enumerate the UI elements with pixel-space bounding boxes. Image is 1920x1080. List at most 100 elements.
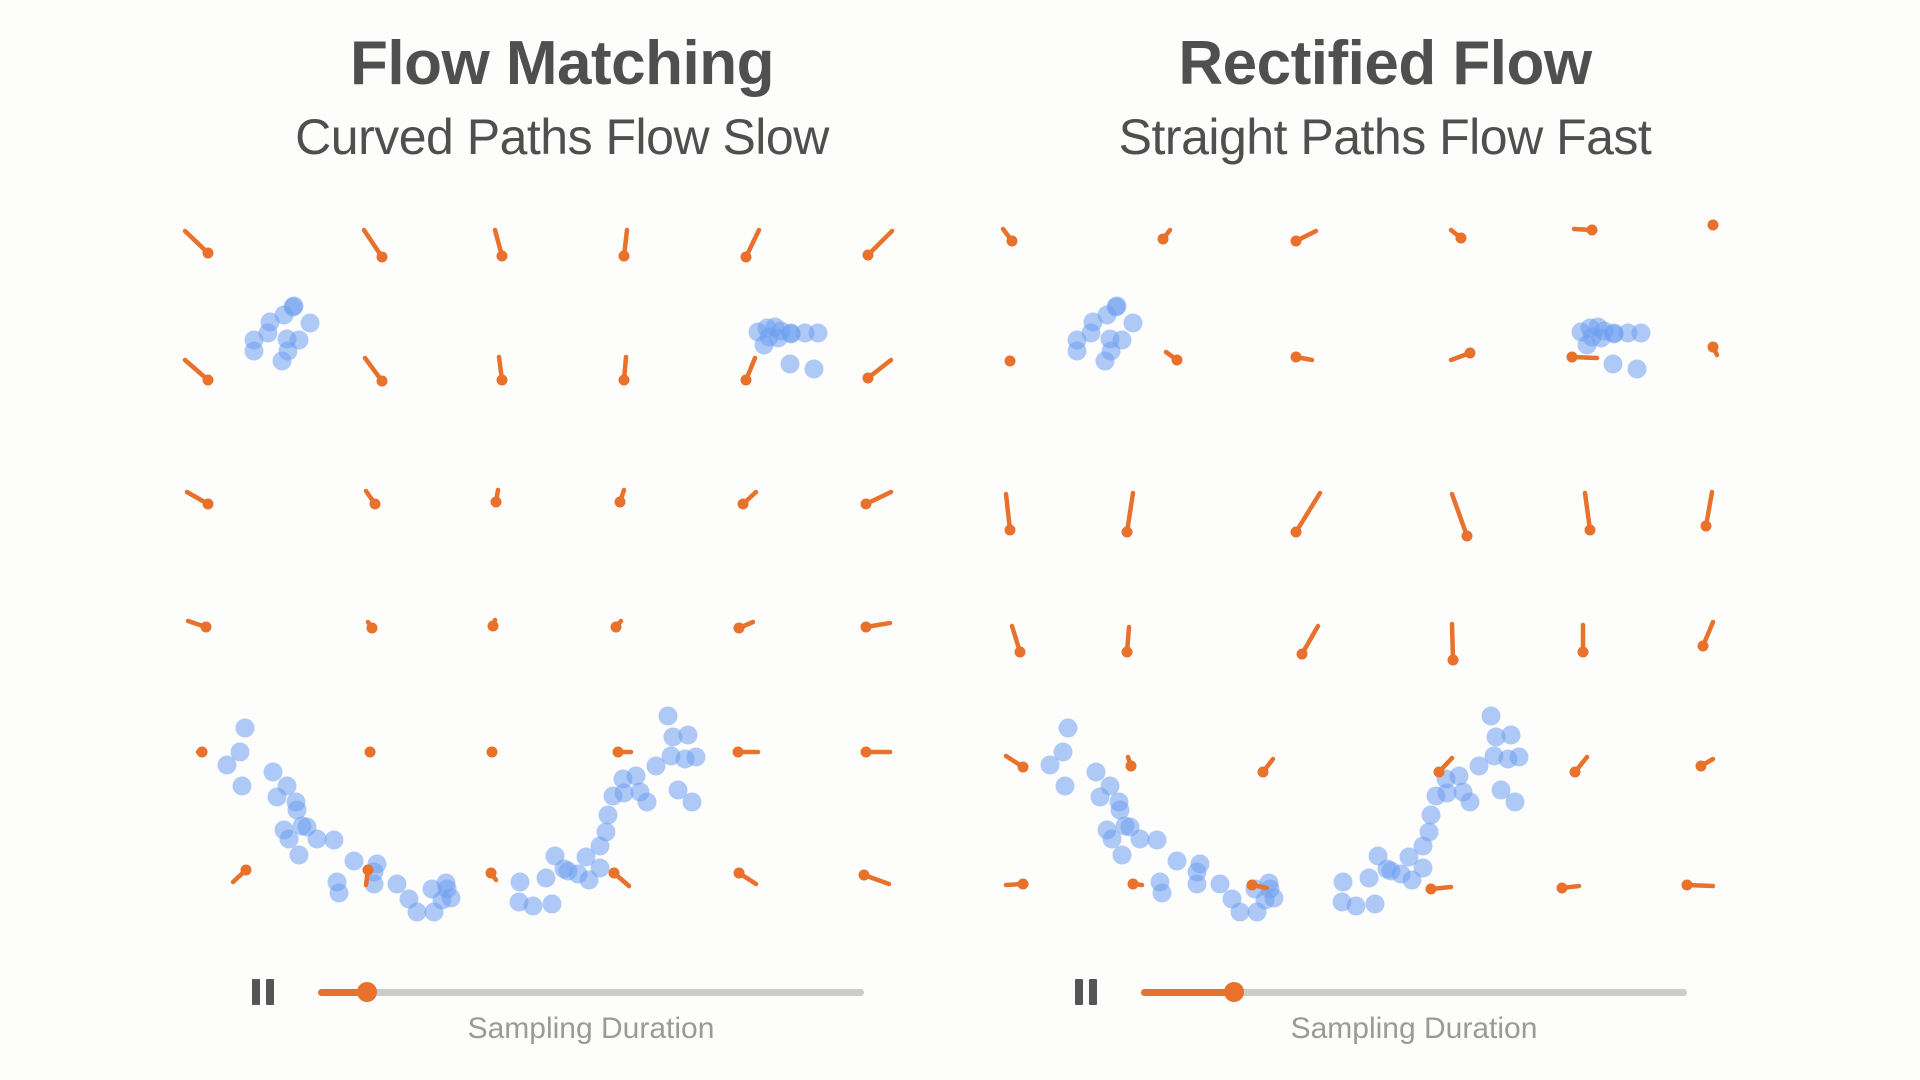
sample-point: [1486, 727, 1506, 747]
sample-point: [1604, 323, 1624, 343]
sample-point: [329, 883, 349, 903]
sample-point: [542, 894, 562, 914]
sample-point: [686, 747, 706, 767]
velocity-arrow: [1290, 490, 1323, 538]
velocity-arrow: [618, 227, 630, 262]
velocity-arrow: [363, 488, 381, 510]
sample-point: [1421, 805, 1441, 825]
sample-point: [263, 762, 283, 782]
velocity-arrow: [1009, 623, 1026, 658]
sample-point: [1631, 323, 1651, 343]
sample-point: [1190, 854, 1210, 874]
sample-point: [1130, 829, 1150, 849]
sample-point: [441, 888, 461, 908]
velocity-arrow: [618, 354, 630, 386]
sample-point: [1090, 787, 1110, 807]
sample-point: [289, 845, 309, 865]
sample-point: [682, 792, 702, 812]
panel-title: Flow Matching: [349, 29, 775, 98]
velocity-arrow: [486, 746, 498, 758]
sample-point: [279, 829, 299, 849]
sample-point: [668, 780, 688, 800]
sample-point: [217, 755, 237, 775]
velocity-arrow: [1582, 490, 1596, 536]
velocity-arrow: [1000, 226, 1018, 247]
velocity-arrow: [182, 228, 214, 259]
panel-title: Rectified Flow: [1178, 29, 1592, 98]
sample-point: [754, 335, 774, 355]
pause-button[interactable]: [250, 975, 278, 1007]
sample-point: [1437, 783, 1457, 803]
velocity-arrow: [737, 489, 759, 510]
sample-point: [795, 323, 815, 343]
sample-point: [260, 312, 280, 332]
velocity-arrow: [1003, 491, 1016, 536]
sampling-duration-slider[interactable]: [1141, 982, 1687, 1002]
sample-point: [1259, 873, 1279, 893]
velocity-arrow: [230, 864, 252, 885]
velocity-arrow: [1447, 621, 1459, 666]
slider-label: Sampling Duration: [467, 1012, 715, 1045]
sample-point: [579, 870, 599, 890]
sample-point: [1359, 868, 1379, 888]
sampling-duration-slider[interactable]: [318, 982, 864, 1002]
sample-point: [1053, 742, 1073, 762]
sample-point: [324, 830, 344, 850]
velocity-arrow: [364, 746, 376, 758]
sample-point: [1123, 313, 1143, 333]
sample-point: [808, 323, 828, 343]
velocity-arrow: [1681, 879, 1716, 891]
slider-thumb[interactable]: [1223, 982, 1244, 1002]
velocity-arrow: [1157, 227, 1173, 245]
sample-point: [1603, 354, 1623, 374]
sample-point: [1112, 845, 1132, 865]
velocity-arrow: [1449, 491, 1473, 542]
sample-point: [1040, 755, 1060, 775]
velocity-arrow: [1569, 754, 1590, 778]
velocity-arrow: [365, 619, 378, 634]
slider-thumb[interactable]: [357, 982, 378, 1002]
sample-point: [1055, 776, 1075, 796]
sample-point: [1419, 822, 1439, 842]
sample-point: [663, 727, 683, 747]
sample-point: [1230, 902, 1250, 922]
sample-point: [364, 874, 384, 894]
slider-track: [318, 989, 864, 996]
velocity-arrow: [1577, 622, 1589, 658]
velocity-arrow: [1290, 228, 1319, 247]
sample-point: [1333, 872, 1353, 892]
velocity-arrow: [195, 746, 208, 758]
sample-point: [1083, 312, 1103, 332]
velocity-arrow: [1448, 227, 1467, 244]
velocity-arrow: [1163, 349, 1183, 366]
sample-point: [614, 783, 634, 803]
sample-point: [1106, 297, 1126, 317]
velocity-arrow: [733, 867, 759, 887]
vector-field-plot: [1000, 219, 1720, 922]
velocity-arrow: [185, 618, 212, 633]
sample-point: [1086, 762, 1106, 782]
pause-button[interactable]: [1073, 975, 1101, 1007]
velocity-arrow: [1121, 490, 1136, 538]
sample-point: [283, 297, 303, 317]
sample-point: [1264, 888, 1284, 908]
sample-point: [1187, 874, 1207, 894]
velocity-arrow: [1257, 756, 1276, 778]
sample-point: [1067, 330, 1087, 350]
velocity-arrow: [740, 355, 758, 386]
sample-point: [1509, 747, 1529, 767]
sample-point: [678, 725, 698, 745]
sample-point: [230, 742, 250, 762]
flow-matching-panel: Flow Matching Curved Paths Flow Slow Sam…: [150, 0, 974, 1080]
slider-fill: [318, 989, 368, 996]
slider-track: [1141, 989, 1687, 996]
velocity-arrow: [182, 357, 214, 386]
sample-point: [1481, 706, 1501, 726]
velocity-arrow: [860, 620, 893, 633]
sample-point: [637, 792, 657, 812]
velocity-arrow: [490, 487, 502, 508]
velocity-arrow: [1707, 219, 1719, 231]
slider-fill: [1141, 989, 1234, 996]
velocity-arrow: [1127, 878, 1145, 890]
velocity-arrow: [184, 489, 214, 510]
